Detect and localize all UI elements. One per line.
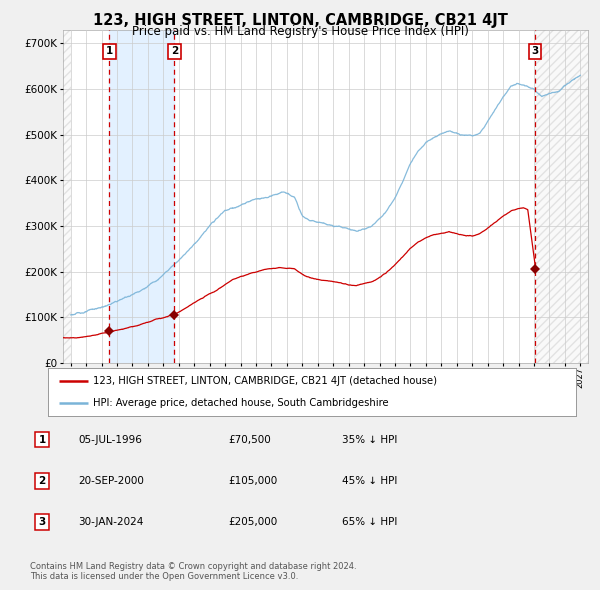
Text: £205,000: £205,000	[228, 517, 277, 527]
Text: Contains HM Land Registry data © Crown copyright and database right 2024.
This d: Contains HM Land Registry data © Crown c…	[30, 562, 356, 581]
Text: £105,000: £105,000	[228, 476, 277, 486]
Bar	[535, 30, 588, 363]
Text: 123, HIGH STREET, LINTON, CAMBRIDGE, CB21 4JT (detached house): 123, HIGH STREET, LINTON, CAMBRIDGE, CB2…	[93, 376, 437, 386]
Bar	[63, 30, 71, 363]
Text: 2: 2	[171, 46, 178, 56]
Text: 1: 1	[38, 435, 46, 444]
Text: 1: 1	[106, 46, 113, 56]
Text: 45% ↓ HPI: 45% ↓ HPI	[342, 476, 397, 486]
Bar	[535, 30, 588, 363]
Text: 65% ↓ HPI: 65% ↓ HPI	[342, 517, 397, 527]
Text: 05-JUL-1996: 05-JUL-1996	[78, 435, 142, 444]
Text: 123, HIGH STREET, LINTON, CAMBRIDGE, CB21 4JT: 123, HIGH STREET, LINTON, CAMBRIDGE, CB2…	[92, 13, 508, 28]
Text: 2: 2	[38, 476, 46, 486]
Text: 35% ↓ HPI: 35% ↓ HPI	[342, 435, 397, 444]
Text: Price paid vs. HM Land Registry's House Price Index (HPI): Price paid vs. HM Land Registry's House …	[131, 25, 469, 38]
Bar	[63, 30, 71, 363]
Text: 3: 3	[38, 517, 46, 527]
Text: £70,500: £70,500	[228, 435, 271, 444]
Text: 3: 3	[532, 46, 539, 56]
Text: 20-SEP-2000: 20-SEP-2000	[78, 476, 144, 486]
Text: 30-JAN-2024: 30-JAN-2024	[78, 517, 143, 527]
Bar	[109, 30, 175, 363]
Text: HPI: Average price, detached house, South Cambridgeshire: HPI: Average price, detached house, Sout…	[93, 398, 389, 408]
